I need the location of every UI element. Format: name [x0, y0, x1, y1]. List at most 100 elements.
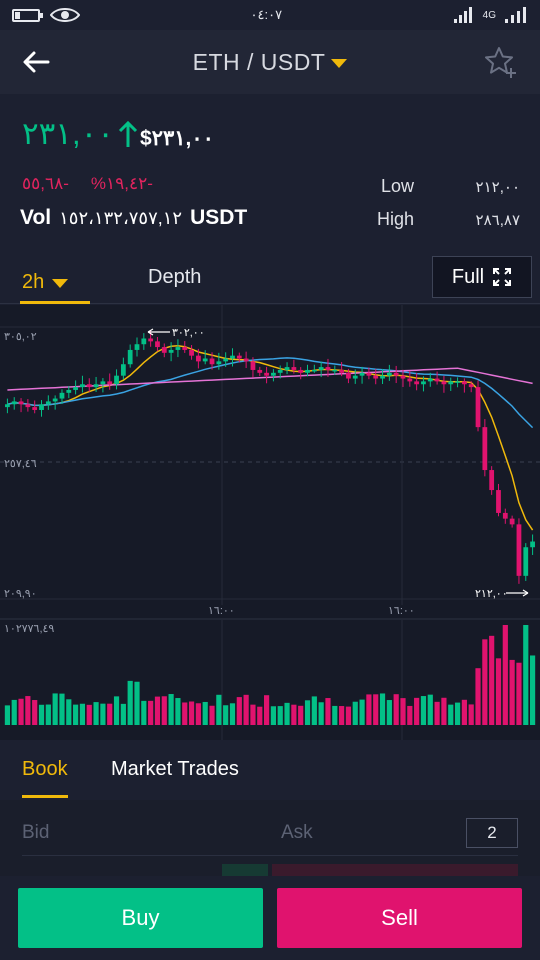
volume-bar: [489, 635, 495, 725]
volume-bar: [66, 699, 72, 725]
volume-bar: [243, 694, 249, 725]
candle-body: [516, 524, 522, 576]
phone-signal-icon: [453, 7, 472, 23]
pair-label: ETH / USDT: [192, 48, 326, 75]
tab-market-trades[interactable]: Market Trades: [111, 758, 239, 780]
candle-body: [284, 367, 290, 370]
fullscreen-button[interactable]: Full: [432, 256, 532, 298]
vol-unit: USDT: [190, 206, 248, 229]
candle-body: [168, 349, 174, 353]
pair-selector[interactable]: ETH / USDT: [193, 49, 348, 76]
candle-body: [127, 349, 133, 365]
candle-body: [148, 338, 154, 342]
volume-bar: [32, 700, 38, 725]
volume-bar: [468, 704, 474, 725]
ma-line-2: [7, 357, 534, 429]
change-percent: %١٩,٤٢-: [90, 174, 153, 193]
volume-bar: [502, 625, 508, 725]
candle-body: [305, 369, 310, 373]
bid-header: Bid: [22, 822, 50, 843]
volume-bar: [495, 658, 502, 725]
y-tick-mid: ٢٥٧,٤٦: [4, 458, 37, 470]
tab-book[interactable]: Book: [22, 758, 68, 798]
candle-body: [86, 384, 92, 388]
volume-bar: [393, 694, 399, 725]
divider: [22, 855, 518, 856]
volume-bar: [461, 699, 467, 725]
candle-body: [66, 389, 72, 393]
volume-bar: [325, 698, 331, 725]
depth-selector[interactable]: 2: [466, 818, 518, 848]
candle-body: [216, 361, 222, 365]
last-price: ٢٣١,٠٠: [22, 116, 138, 152]
candle-body: [339, 369, 345, 373]
tab-interval[interactable]: 2h: [20, 264, 90, 304]
candle-body: [380, 375, 385, 379]
volume-bar: [359, 699, 365, 725]
x-tick-1: ١٦:٠٠: [208, 605, 235, 617]
volume-bar: [18, 698, 24, 725]
orderbook-header: Bid Ask 2: [0, 800, 540, 880]
ticker-panel: ٢٣١,٠٠ $٢٣١,٠٠ ٥٥,٦٨- %١٩,٤٢- Vol ١٥٢،١٣…: [0, 94, 540, 254]
volume-bar: [420, 696, 427, 725]
ask-header: Ask: [281, 822, 313, 843]
candle-body: [59, 392, 65, 399]
volume-bar: [182, 702, 188, 725]
volume-bar: [277, 706, 283, 725]
expand-icon: [493, 268, 512, 286]
candle-body: [468, 384, 474, 388]
candle-body: [414, 381, 420, 385]
high-marker: ٣٠٢,٠٠: [147, 327, 205, 339]
candle-body: [509, 518, 515, 525]
volume-bar: [373, 694, 379, 725]
candle-body: [175, 347, 181, 350]
candle-body: [209, 358, 215, 365]
candle-body: [243, 358, 249, 362]
buy-button[interactable]: Buy: [18, 888, 263, 948]
volume-bar: [93, 702, 99, 725]
volume-bar: [345, 706, 352, 725]
volume-bar: [454, 702, 461, 725]
eye-icon: [50, 8, 80, 22]
volume-bar: [414, 697, 420, 725]
ma-line-3: [7, 367, 533, 391]
candle-body: [482, 427, 488, 471]
y-tick-bottom: ٢٠٩,٩٠: [4, 588, 37, 600]
back-button[interactable]: [18, 46, 54, 78]
candle-body: [434, 378, 440, 382]
volume-bar: [250, 704, 256, 725]
tab-depth[interactable]: Depth: [148, 266, 202, 288]
volume-max-label: ١٠٢٧٧٦,٤٩: [4, 623, 54, 635]
volume-bar: [73, 704, 79, 725]
volume-bar: [120, 703, 126, 725]
candle-body: [250, 361, 256, 370]
price-chart[interactable]: ٣٠٥,٠٢ ٢٥٧,٤٦ ٢٠٩,٩٠ ١٦:٠٠ ١٦:٠٠ ١٠٢٧٧٦,…: [0, 305, 540, 740]
interval-label: 2h: [22, 271, 45, 293]
volume-bar: [407, 705, 413, 725]
chart-grid: [0, 305, 540, 740]
candle-body: [52, 398, 58, 402]
low-marker: ٢١٢,٠٠: [475, 588, 529, 600]
low-value: ٢١٢,٠٠: [475, 179, 520, 196]
candle-body: [455, 381, 460, 383]
candle-body: [325, 367, 331, 370]
candle-body: [427, 378, 433, 382]
candle-body: [332, 369, 338, 372]
volume-bar: [134, 681, 140, 725]
candle-body: [100, 381, 106, 385]
sell-button[interactable]: Sell: [277, 888, 522, 948]
caret-down-icon: [52, 279, 69, 288]
volume-bar: [270, 706, 277, 725]
volume-bar: [441, 697, 447, 725]
low-high-panel: Low ٢١٢,٠٠ High ٢٨٦,٨٧: [360, 176, 520, 242]
status-bar: ٠٤:٠٧ 4G: [0, 0, 540, 30]
volume-bar: [25, 696, 31, 725]
volume-bar: [168, 694, 174, 725]
candle-body: [155, 341, 160, 348]
favorite-button[interactable]: [484, 46, 518, 78]
candle-body: [523, 547, 529, 576]
volume-bar: [195, 703, 201, 725]
star-add-icon: [485, 47, 516, 78]
caret-down-icon: [331, 58, 348, 68]
volume-bar: [216, 694, 222, 725]
